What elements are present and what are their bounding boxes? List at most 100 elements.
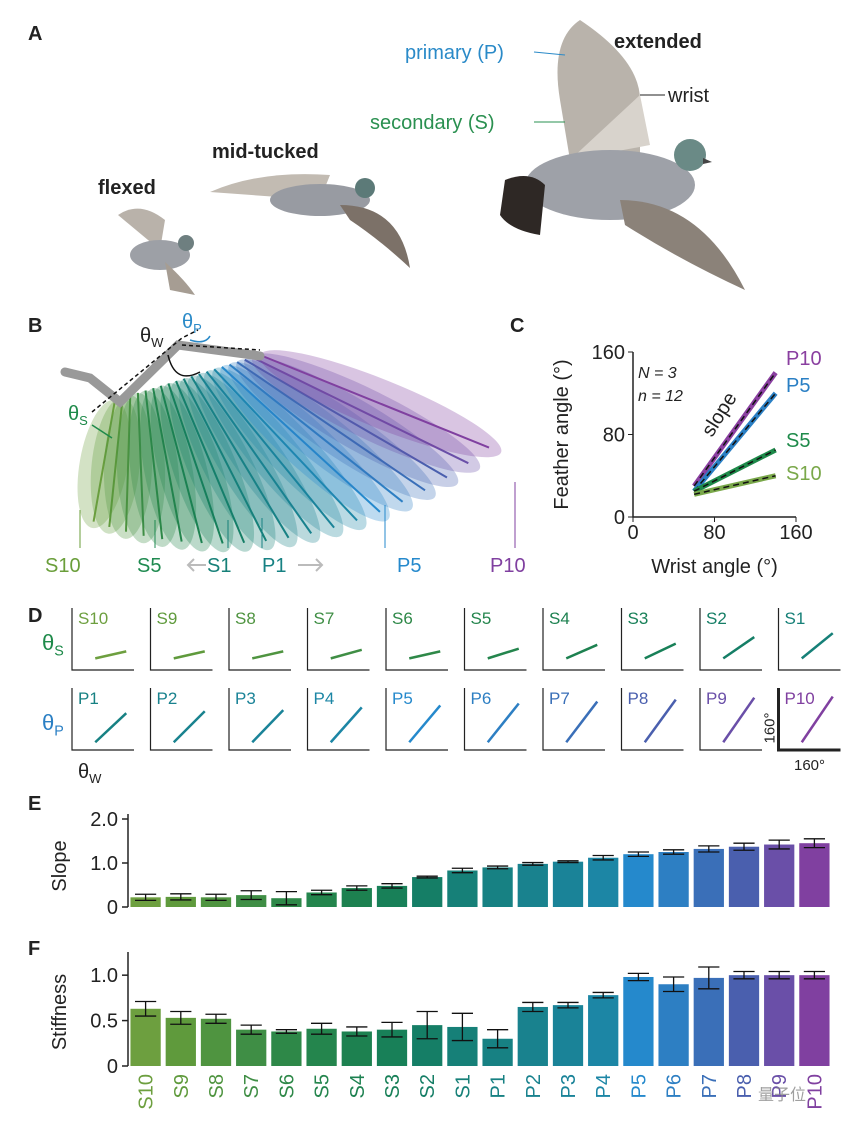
feather-shaft	[175, 380, 246, 544]
error-bar	[768, 839, 790, 850]
feather-label: S1	[207, 555, 231, 577]
bar	[376, 885, 408, 907]
feather-shaft	[213, 368, 358, 522]
mini-title: S7	[314, 609, 335, 628]
mini-line	[330, 648, 363, 660]
y-axis-title: Slope	[49, 840, 71, 891]
error-bar	[768, 970, 790, 980]
bar	[552, 1005, 584, 1066]
scale-label: 160°	[794, 757, 825, 774]
angle-subscript: P	[193, 321, 202, 336]
error-bar	[135, 893, 157, 902]
error-bar	[205, 893, 227, 902]
y-tick-label: 0	[614, 507, 625, 529]
angle-label: θP	[182, 311, 202, 336]
mini-line	[172, 710, 206, 744]
mini-line	[94, 712, 128, 744]
direction-arrows	[186, 558, 324, 572]
primary-label: primary (P)	[405, 42, 504, 64]
bar	[130, 1008, 161, 1066]
mini-title: S10	[78, 609, 108, 628]
error-bar	[522, 861, 544, 866]
watermark: 量子位	[758, 1086, 806, 1104]
angle-subscript: W	[89, 771, 102, 786]
bar	[271, 1031, 302, 1066]
error-bar	[311, 889, 333, 896]
mini-title: S1	[785, 609, 806, 628]
error-bar	[240, 1024, 262, 1035]
feather-shaft	[198, 373, 313, 534]
mini-axis	[228, 688, 291, 751]
feather-shaft	[259, 354, 490, 449]
feather-shaft	[190, 375, 290, 539]
panel-letter: F	[28, 938, 40, 960]
error-bar	[451, 867, 473, 874]
feather-shaft	[108, 397, 124, 528]
x-tick-label: 80	[703, 522, 725, 544]
y-tick-label: 0.5	[90, 1011, 118, 1033]
error-bar	[487, 865, 509, 870]
error-bar	[733, 970, 755, 980]
mini-line	[486, 702, 520, 744]
bar	[306, 1028, 337, 1066]
error-bar	[346, 885, 368, 891]
mini-axis	[149, 688, 213, 751]
feather-label: S5	[137, 555, 161, 577]
mini-axis	[777, 608, 841, 671]
y-tick-label: 2.0	[90, 809, 118, 831]
mini-title: S6	[392, 609, 413, 628]
bar	[693, 977, 724, 1066]
error-bar	[487, 1029, 509, 1049]
error-bar	[275, 890, 297, 906]
fit-line	[693, 392, 777, 492]
bar	[306, 892, 337, 907]
fit-line	[693, 449, 776, 492]
scale-label: 160°	[762, 712, 779, 743]
pigeon-extended	[500, 20, 745, 290]
bar	[341, 1031, 372, 1066]
bar	[165, 1017, 196, 1066]
error-bar	[346, 1026, 368, 1037]
bar	[588, 857, 619, 907]
x-tick-label: P1	[488, 1074, 510, 1098]
secondary-label: secondary (S)	[370, 112, 495, 134]
bar	[517, 863, 548, 907]
x-tick-label: S6	[276, 1074, 298, 1098]
angle-arc	[189, 335, 211, 343]
feather-shaft	[228, 363, 404, 503]
mini-title: P4	[314, 689, 335, 708]
mini-axis	[385, 688, 448, 751]
bar	[236, 895, 267, 907]
mini-line	[408, 650, 441, 660]
angle-arc	[167, 354, 201, 377]
angle-symbol: θ	[182, 311, 193, 333]
bar	[130, 897, 161, 907]
mini-axis	[463, 608, 527, 671]
mini-axis	[385, 608, 448, 671]
feather-shaft	[182, 378, 268, 542]
legend-label: P5	[786, 375, 810, 397]
error-bar	[557, 860, 579, 864]
mini-line	[722, 636, 755, 660]
angle-symbol: θ	[78, 761, 89, 783]
mini-line	[329, 706, 363, 744]
mini-title: P9	[706, 689, 727, 708]
bar	[482, 867, 513, 907]
mini-title: S2	[706, 609, 727, 628]
mini-axis	[620, 688, 684, 751]
bar	[799, 843, 830, 907]
feather-shaft	[251, 356, 469, 465]
x-tick-label: S5	[312, 1074, 334, 1098]
x-tick-label: S10	[136, 1074, 158, 1110]
feather-shaft	[136, 392, 145, 536]
angle-symbol: θ	[42, 710, 54, 735]
feather-label: P10	[490, 555, 526, 577]
error-bar	[698, 845, 720, 853]
bar	[623, 976, 654, 1066]
error-bar	[451, 1012, 473, 1042]
error-bar	[205, 1013, 227, 1024]
feather-shaft	[92, 399, 116, 522]
angle-label: θW	[140, 325, 164, 350]
y-tick-label: 0	[107, 1056, 118, 1078]
panel-letter: C	[510, 315, 524, 337]
